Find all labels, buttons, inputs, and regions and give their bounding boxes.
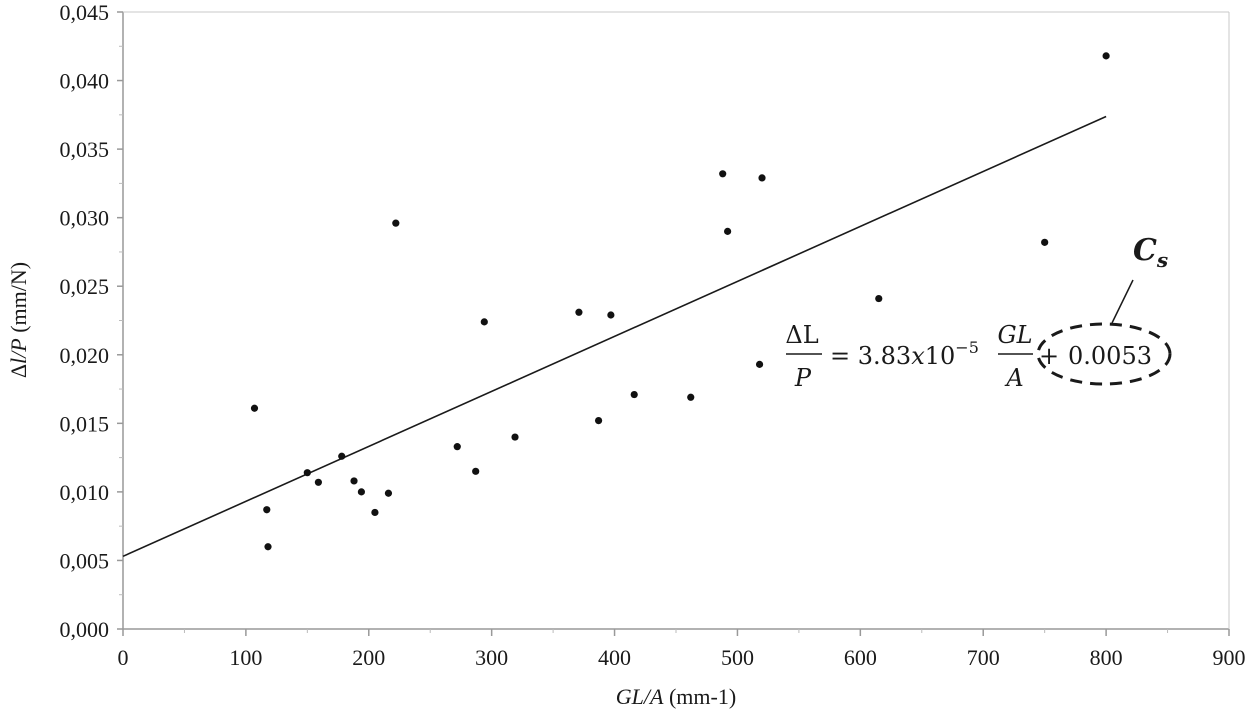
data-point bbox=[392, 219, 400, 227]
data-point bbox=[453, 443, 461, 451]
data-point bbox=[472, 467, 480, 475]
data-point bbox=[594, 416, 603, 425]
eq-gl-numerator: GL bbox=[997, 321, 1032, 349]
eq-plus: + bbox=[1039, 342, 1059, 370]
plot-frame bbox=[122, 11, 1230, 630]
data-point bbox=[755, 360, 764, 368]
eq-times-x: x bbox=[911, 342, 925, 370]
y-tick-label: 0,005 bbox=[60, 548, 110, 573]
x-tick-label: 500 bbox=[721, 645, 754, 670]
x-tick-label: 400 bbox=[598, 645, 631, 670]
cs-subscript: s bbox=[1156, 248, 1168, 272]
data-point bbox=[719, 170, 727, 178]
eq-coefficient: = 3.83x10−5 bbox=[830, 338, 979, 370]
y-axis-label: Δl/P (mm/N) bbox=[6, 262, 31, 378]
cs-leader-line bbox=[1111, 279, 1134, 324]
eq-equals-coef: = 3.83 bbox=[830, 342, 911, 370]
y-axis-label-delta: Δ bbox=[6, 364, 31, 378]
data-point bbox=[875, 294, 883, 303]
y-tick-label: 0,045 bbox=[60, 0, 110, 25]
y-axis-label-unit: (mm/N) bbox=[6, 262, 31, 338]
data-point bbox=[350, 477, 358, 485]
eq-lhs-numerator: ΔL bbox=[785, 321, 818, 349]
data-point bbox=[384, 489, 393, 497]
y-axis-label-italic: l/P bbox=[6, 338, 31, 364]
x-tick-label: 200 bbox=[352, 645, 385, 670]
data-point bbox=[314, 478, 322, 486]
x-axis-label: GL/A (mm-1) bbox=[616, 684, 736, 709]
trendline-group bbox=[122, 115, 1107, 558]
eq-lhs-denominator: P bbox=[794, 364, 812, 392]
x-tick-label: 800 bbox=[1090, 645, 1123, 670]
trendline bbox=[122, 115, 1107, 558]
x-axis-label-italic: GL/A bbox=[616, 684, 664, 709]
data-point bbox=[1041, 238, 1049, 246]
data-point bbox=[724, 227, 732, 235]
data-point bbox=[303, 469, 311, 477]
eq-constant: 0.0053 bbox=[1068, 342, 1152, 370]
data-point bbox=[338, 452, 346, 460]
data-point bbox=[371, 508, 379, 517]
data-points bbox=[250, 52, 1110, 551]
eq-ten: 10 bbox=[925, 342, 956, 370]
data-point bbox=[630, 390, 638, 399]
data-point bbox=[264, 543, 272, 551]
eq-gl-denominator: A bbox=[1004, 364, 1023, 392]
data-point bbox=[758, 174, 766, 182]
x-axis-label-unit: (mm-1) bbox=[663, 684, 736, 709]
x-tick-label: 100 bbox=[229, 645, 262, 670]
x-axis-ticks: 0 100 200 300 400 500 600 700 800 900 bbox=[118, 629, 1246, 670]
data-point bbox=[575, 308, 583, 316]
data-point bbox=[607, 311, 615, 319]
data-point bbox=[687, 393, 695, 401]
data-point bbox=[480, 318, 488, 326]
x-tick-label: 0 bbox=[118, 645, 129, 670]
x-tick-label: 600 bbox=[844, 645, 877, 670]
x-tick-label: 900 bbox=[1213, 645, 1246, 670]
y-tick-label: 0,020 bbox=[60, 343, 110, 368]
y-tick-label: 0,015 bbox=[60, 411, 110, 436]
y-tick-label: 0,025 bbox=[60, 274, 110, 299]
data-point bbox=[1102, 52, 1110, 60]
cs-label: Cs bbox=[1133, 233, 1168, 272]
regression-equation: ΔL P = 3.83x10−5 GL A + 0.0053 bbox=[785, 321, 1172, 392]
x-tick-label: 700 bbox=[967, 645, 1000, 670]
data-point bbox=[263, 506, 271, 514]
data-point bbox=[357, 488, 366, 496]
y-axis-ticks: 0,000 0,005 0,010 0,015 0,020 0,025 0,030 0,035… bbox=[60, 0, 123, 642]
data-point bbox=[511, 433, 519, 441]
y-tick-label: 0,030 bbox=[60, 206, 110, 231]
y-tick-label: 0,035 bbox=[60, 137, 110, 162]
y-tick-label: 0,000 bbox=[60, 617, 110, 642]
cs-annotation: Cs bbox=[1111, 233, 1168, 324]
y-tick-label: 0,040 bbox=[60, 69, 110, 94]
cs-symbol: C bbox=[1133, 233, 1157, 268]
x-tick-label: 300 bbox=[475, 645, 508, 670]
y-tick-label: 0,010 bbox=[60, 480, 110, 505]
eq-exponent: −5 bbox=[955, 338, 979, 357]
constant-highlight-ellipse bbox=[1036, 322, 1172, 386]
data-point bbox=[250, 404, 259, 412]
